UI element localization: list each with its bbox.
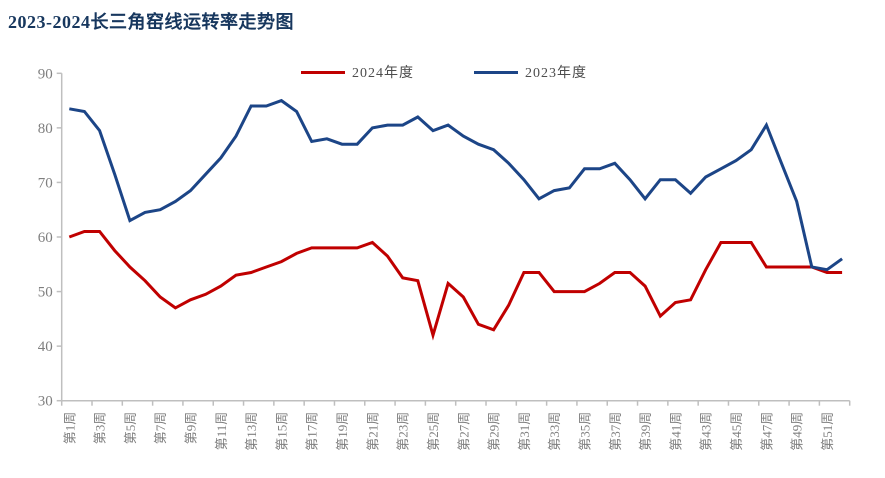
x-tick-label: 第37周 [608,412,623,451]
x-tick-label: 第27周 [456,412,471,451]
x-tick-label: 第19周 [335,412,350,451]
x-tick-label: 第31周 [517,412,532,451]
x-tick-label: 第17周 [305,412,320,451]
legend-label-2023: 2023年度 [525,66,587,81]
x-tick-label: 第23周 [396,412,411,451]
x-tick-label: 第5周 [123,412,138,445]
x-tick-label: 第11周 [214,412,229,451]
legend-item-2024: 2024年度 [301,62,414,82]
y-tick-label: 40 [38,339,53,355]
x-tick-label: 第25周 [426,412,441,451]
legend-label-2024: 2024年度 [352,66,414,81]
x-tick-label: 第47周 [759,412,774,451]
x-tick-label: 第33周 [547,412,562,451]
x-tick-label: 第9周 [184,412,199,445]
legend-swatch-2023-line [474,70,518,74]
x-tick-label: 第43周 [699,412,714,451]
x-tick-label: 第1周 [62,412,77,445]
x-tick-label: 第15周 [274,412,289,451]
x-tick-label: 第49周 [790,412,805,451]
x-tick-label: 第51周 [820,412,835,451]
legend-item-2023: 2023年度 [474,62,587,82]
x-tick-label: 第41周 [668,412,683,451]
x-tick-label: 第21周 [365,412,380,451]
series-line-2023 [69,98,843,272]
y-tick-label: 50 [38,285,53,301]
y-tick-label: 80 [38,121,53,137]
chart-title: 2023-2024长三角窑线运转率走势图 [8,12,294,32]
x-tick-label: 第13周 [244,412,259,451]
y-tick-label: 60 [38,230,53,246]
x-tick-label: 第35周 [578,412,593,451]
chart-legend: 2024年度 2023年度 [301,62,587,82]
x-tick-label: 第7周 [153,412,168,445]
legend-swatch-2024-line [301,70,345,74]
x-tick-label: 第39周 [638,412,653,451]
x-tick-label: 第3周 [93,412,108,445]
y-tick-label: 70 [38,175,53,191]
x-tick-label: 第45周 [729,412,744,451]
y-tick-label: 30 [38,394,53,410]
y-tick-label: 90 [38,66,53,82]
x-tick-label: 第29周 [487,412,502,451]
series-line-2024 [68,230,843,341]
